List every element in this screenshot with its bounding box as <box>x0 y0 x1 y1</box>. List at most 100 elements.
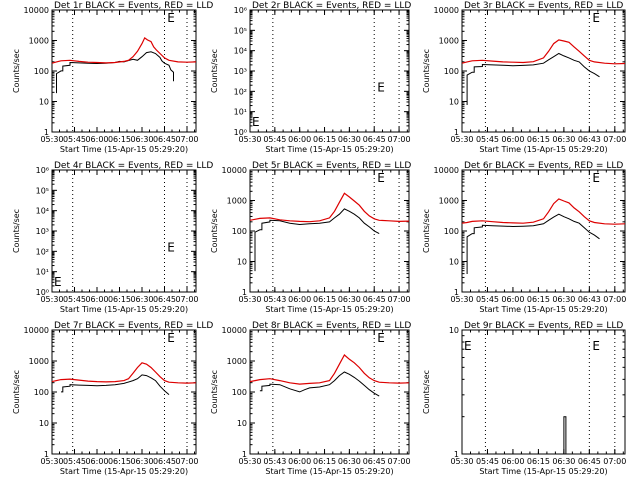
events-series-line <box>563 416 567 454</box>
x-axis-label: Start Time (15-Apr-15 05:29:20) <box>60 305 188 314</box>
x-tick-label: 06:15 <box>527 295 550 304</box>
y-tick-label: 10000 <box>24 6 49 15</box>
x-tick-label: 07:00 <box>603 457 626 466</box>
x-axis-label: Start Time (15-Apr-15 05:29:20) <box>479 467 607 476</box>
detector-panel-4: Det 4r BLACK = Events, RED = LLD 10⁰ 10¹ 10… <box>12 161 213 314</box>
lld-series-line <box>461 198 626 225</box>
x-tick-label: 06:00 <box>85 457 108 466</box>
y-axis-label: Counts/sec <box>12 209 21 253</box>
lld-series-line <box>249 192 410 223</box>
detector-panel-6: Det 6r BLACK = Events, RED = LLD 1 10 100 10… <box>422 161 626 314</box>
x-tick-label: 05:45 <box>263 135 286 144</box>
detector-panel-9: Det 9r BLACK = Events, RED = LLD 1 10 Count… <box>422 321 626 476</box>
y-tick-label: 1000 <box>29 37 49 46</box>
panel-title: Det 9r BLACK = Events, RED = LLD <box>464 321 623 331</box>
y-tick-label: 10⁴ <box>234 47 247 56</box>
x-tick-label: 06:45 <box>363 135 386 144</box>
x-tick-label: 06:43 <box>578 295 601 304</box>
x-tick-label: 05:43 <box>263 295 286 304</box>
y-tick-label: 10³ <box>234 67 247 76</box>
events-series-line <box>61 374 170 395</box>
lld-series-line <box>51 36 197 64</box>
x-tick-label: 06:30 <box>338 135 361 144</box>
y-tick-label: 10⁴ <box>36 207 49 216</box>
y-tick-label: 100 <box>232 388 247 397</box>
x-tick-label: 07:00 <box>388 295 411 304</box>
y-tick-label: 1000 <box>439 37 459 46</box>
detector-panel-1: Det 1r BLACK = Events, RED = LLD 1 10 100 10… <box>12 1 213 154</box>
y-tick-label: 10 <box>39 98 49 107</box>
x-tick-label: 05:30 <box>40 457 63 466</box>
plot-frame <box>51 169 197 293</box>
x-tick-label: 05:45 <box>63 135 86 144</box>
y-tick-label: 10² <box>234 87 247 96</box>
x-axis-label: Start Time (15-Apr-15 05:29:20) <box>60 145 188 154</box>
y-tick-label: 10000 <box>222 326 247 335</box>
y-tick-label: 10⁵ <box>234 26 247 35</box>
y-tick-label: 10⁶ <box>234 6 247 15</box>
plot-frame <box>51 329 197 455</box>
x-tick-label: 05:45 <box>63 457 86 466</box>
y-tick-label: 100 <box>444 67 459 76</box>
panel-title: Det 1r BLACK = Events, RED = LLD <box>54 1 213 11</box>
x-tick-label: 05:45 <box>476 135 499 144</box>
x-tick-label: 06:00 <box>501 135 524 144</box>
y-tick-label: 10 <box>39 419 49 428</box>
y-tick-label: 10⁰ <box>36 288 49 297</box>
x-tick-label: 06:15 <box>108 457 131 466</box>
event-marker: E <box>377 171 385 185</box>
events-series-line <box>56 51 174 94</box>
event-marker: E <box>592 171 600 185</box>
x-tick-label: 06:45 <box>153 457 176 466</box>
plot-frame <box>461 329 626 455</box>
y-tick-label: 10⁵ <box>36 186 49 195</box>
plot-frame <box>249 169 410 293</box>
y-tick-label: 1000 <box>227 357 247 366</box>
y-tick-label: 1 <box>454 450 459 459</box>
plot-frame <box>51 9 197 133</box>
event-marker: E <box>252 115 260 129</box>
x-axis-label: Start Time (15-Apr-15 05:29:20) <box>479 145 607 154</box>
x-tick-label: 05:30 <box>450 135 473 144</box>
x-tick-label: 06:45 <box>363 457 386 466</box>
y-tick-label: 1 <box>454 288 459 297</box>
y-axis-label: Counts/sec <box>12 49 21 93</box>
y-axis-label: Counts/sec <box>210 49 219 93</box>
y-tick-label: 10³ <box>36 227 49 236</box>
x-tick-label: 06:15 <box>108 135 131 144</box>
detector-panel-5: Det 5r BLACK = Events, RED = LLD 1 10 100 10… <box>210 161 411 314</box>
panel-title: Det 7r BLACK = Events, RED = LLD <box>54 321 213 331</box>
y-axis-label: Counts/sec <box>422 209 431 253</box>
y-tick-label: 10 <box>449 258 459 267</box>
y-tick-label: 100 <box>232 227 247 236</box>
x-tick-label: 07:00 <box>175 135 198 144</box>
plot-frame <box>461 9 626 133</box>
x-tick-label: 06:00 <box>85 135 108 144</box>
y-tick-label: 10 <box>237 419 247 428</box>
y-tick-label: 10¹ <box>234 108 247 117</box>
x-tick-label: 06:30 <box>552 135 575 144</box>
y-tick-label: 10 <box>237 258 247 267</box>
x-tick-label: 06:00 <box>85 295 108 304</box>
event-marker: E <box>167 331 175 345</box>
x-tick-label: 05:30 <box>40 135 63 144</box>
x-tick-label: 06:00 <box>288 457 311 466</box>
y-axis-label: Counts/sec <box>422 370 431 414</box>
event-marker: E <box>592 339 600 353</box>
detector-panel-8: Det 8r BLACK = Events, RED = LLD 1 10 100 10… <box>210 321 411 476</box>
y-tick-label: 1000 <box>29 357 49 366</box>
x-tick-label: 06:00 <box>288 135 311 144</box>
events-series-line <box>254 208 380 272</box>
x-tick-label: 07:00 <box>388 135 411 144</box>
detector-panel-7: Det 7r BLACK = Events, RED = LLD 1 10 100 10… <box>12 321 213 476</box>
y-tick-label: 1000 <box>227 197 247 206</box>
x-tick-label: 06:30 <box>130 295 153 304</box>
x-tick-label: 05:45 <box>476 295 499 304</box>
y-axis-label: Counts/sec <box>422 49 431 93</box>
x-tick-label: 06:00 <box>501 295 524 304</box>
x-tick-label: 07:00 <box>603 135 626 144</box>
y-tick-label: 10¹ <box>36 268 49 277</box>
panel-title: Det 6r BLACK = Events, RED = LLD <box>464 161 623 171</box>
events-series-line <box>466 52 600 105</box>
